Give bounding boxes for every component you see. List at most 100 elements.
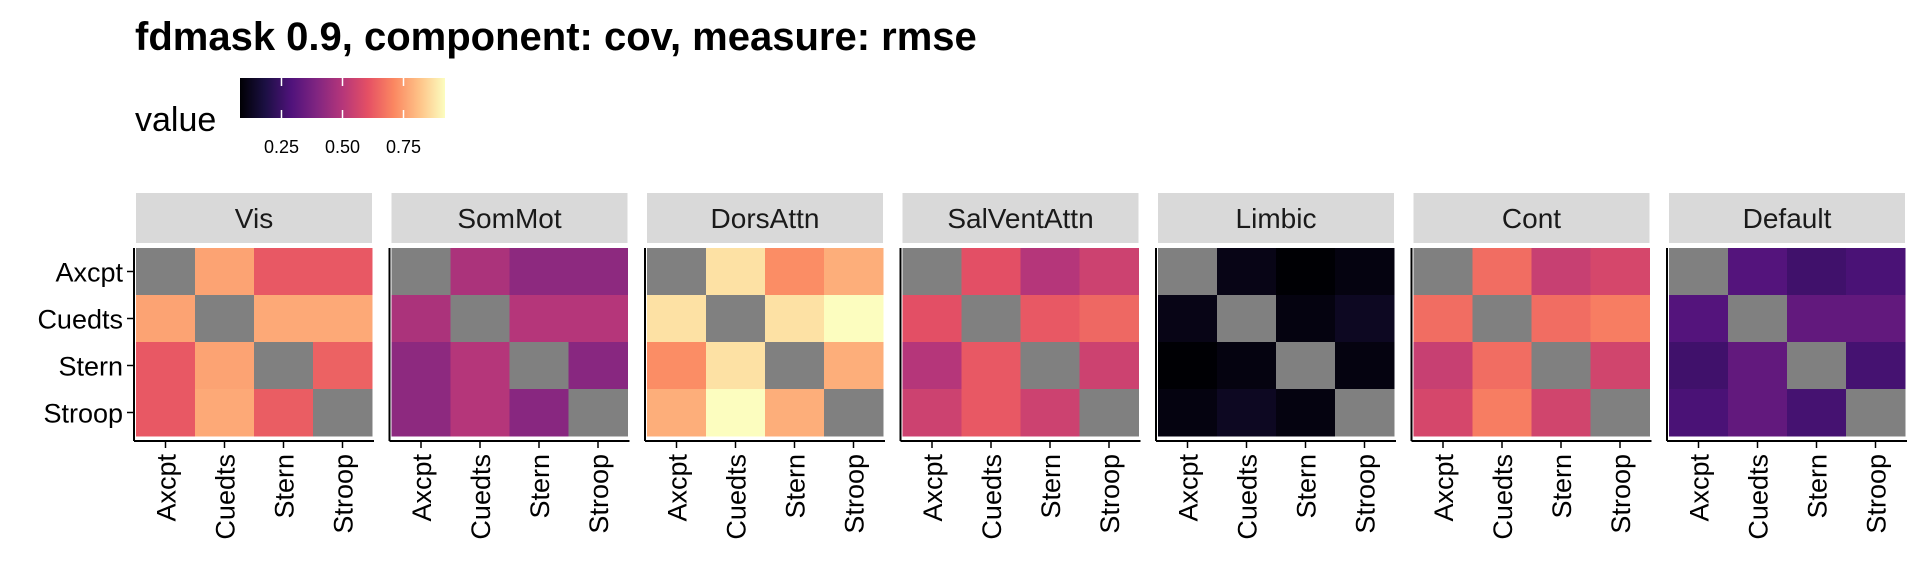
heatmap-cell — [195, 295, 255, 343]
strip-background — [1413, 193, 1650, 243]
heatmap-cell — [1531, 389, 1591, 437]
heatmap-cell — [765, 389, 825, 437]
x-tick-label: Axcpt — [1174, 454, 1204, 522]
x-tick-label: Stroop — [1862, 454, 1892, 534]
panel-cont: Cont Axcpt Cuedts Stern Stroop — [1410, 193, 1652, 540]
heatmap-cell — [1590, 248, 1650, 296]
x-tick-label: Cuedts — [211, 454, 241, 540]
x-tick-label: Stern — [1036, 454, 1066, 519]
x-tick-label: Axcpt — [918, 454, 948, 522]
heatmap-cell — [706, 295, 766, 343]
heatmap-cell — [1335, 248, 1395, 296]
heatmap-cell — [254, 248, 314, 296]
x-tick-label: Stroop — [840, 454, 870, 534]
panel-default: Default Axcpt Cuedts Stern Stroop — [1666, 193, 1907, 540]
heatmap-cell — [313, 248, 373, 296]
heatmap-cell — [1276, 295, 1336, 343]
heatmap-cell — [1531, 248, 1591, 296]
heatmap-cell — [136, 389, 196, 437]
heatmap-cell — [1413, 342, 1473, 390]
heatmap-cell — [254, 342, 314, 390]
heatmap-cell — [1846, 389, 1906, 437]
x-tick-label: Axcpt — [407, 454, 437, 522]
x-tick-label: Stern — [1292, 454, 1322, 519]
strip-background — [1158, 193, 1394, 243]
heatmap-cell — [1846, 295, 1906, 343]
heatmap-cell — [1472, 389, 1532, 437]
strip-label: SomMot — [457, 203, 561, 234]
heatmap-cell — [1472, 248, 1532, 296]
y-tick-label: Axcpt — [55, 258, 123, 288]
heatmap-cell — [1020, 342, 1080, 390]
heatmap-cell — [1158, 248, 1218, 296]
x-tick-label: Axcpt — [1685, 454, 1715, 522]
strip-label: Limbic — [1236, 203, 1317, 234]
heatmap-cell — [1079, 248, 1139, 296]
heatmap-cell — [313, 295, 373, 343]
x-tick-label: Axcpt — [152, 454, 182, 522]
heatmap-cell — [1787, 248, 1847, 296]
legend-tick-label: 0.75 — [386, 137, 421, 157]
heatmap-cell — [1846, 342, 1906, 390]
x-tick-label: Cuedts — [1233, 454, 1263, 540]
heatmap-cell — [450, 389, 510, 437]
heatmap-cell — [1217, 389, 1277, 437]
x-tick-label: Stern — [1803, 454, 1833, 519]
heatmap-cell — [391, 342, 451, 390]
heatmap-cell — [824, 295, 884, 343]
y-axis-labels: Axcpt Cuedts Stern Stroop — [37, 258, 134, 429]
heatmap-cell — [1590, 342, 1650, 390]
heatmap-cell — [1413, 295, 1473, 343]
x-tick-label: Axcpt — [1429, 454, 1459, 522]
heatmap-cell — [1158, 295, 1218, 343]
heatmap-cell — [1276, 248, 1336, 296]
heatmap-cell — [902, 342, 962, 390]
heatmap-cell — [1787, 295, 1847, 343]
panel-vis: Vis Axcpt Cuedts Stern Stroop — [133, 193, 374, 540]
heatmap-cell — [1590, 295, 1650, 343]
heatmap-cell — [1669, 389, 1729, 437]
heatmap-cell — [313, 342, 373, 390]
heatmap-cell — [254, 389, 314, 437]
heatmap-cell — [391, 248, 451, 296]
strip-label: Vis — [235, 203, 273, 234]
heatmap-cell — [1669, 248, 1729, 296]
heatmap-cell — [1787, 342, 1847, 390]
heatmap-cell — [1158, 389, 1218, 437]
heatmap-cell — [1669, 295, 1729, 343]
heatmap-cell — [1217, 295, 1277, 343]
heatmap-cell — [1020, 295, 1080, 343]
heatmap-cell — [706, 342, 766, 390]
heatmap-cell — [765, 295, 825, 343]
legend-title: value — [135, 101, 216, 139]
heatmap-cell — [450, 248, 510, 296]
strip-label: DorsAttn — [711, 203, 820, 234]
x-tick-label: Stern — [270, 454, 300, 519]
heatmap-cell — [509, 389, 569, 437]
heatmap-cell — [647, 248, 707, 296]
x-tick-label: Stroop — [1351, 454, 1381, 534]
heatmap-cell — [195, 389, 255, 437]
heatmap-cell — [568, 389, 628, 437]
heatmap-cell — [1787, 389, 1847, 437]
strip-background — [391, 193, 628, 243]
x-tick-label: Stern — [525, 454, 555, 519]
legend-ticks: 0.25 0.50 0.75 — [264, 78, 421, 157]
strip-background — [136, 193, 372, 243]
heatmap-cell — [902, 389, 962, 437]
strip-background — [902, 193, 1139, 243]
heatmap-cell — [568, 342, 628, 390]
heatmap-cell — [195, 342, 255, 390]
heatmap-cell — [450, 295, 510, 343]
heatmap-cell — [765, 248, 825, 296]
x-tick-label: Axcpt — [663, 454, 693, 522]
heatmap-cell — [1590, 389, 1650, 437]
heatmap-cell — [1728, 389, 1788, 437]
heatmap-cell — [1079, 342, 1139, 390]
heatmap-cell — [1728, 248, 1788, 296]
heatmap-cell — [1079, 295, 1139, 343]
heatmap-cell — [1472, 342, 1532, 390]
heatmap-cell — [136, 248, 196, 296]
heatmap-cell — [136, 295, 196, 343]
y-tick-label: Cuedts — [37, 305, 123, 335]
